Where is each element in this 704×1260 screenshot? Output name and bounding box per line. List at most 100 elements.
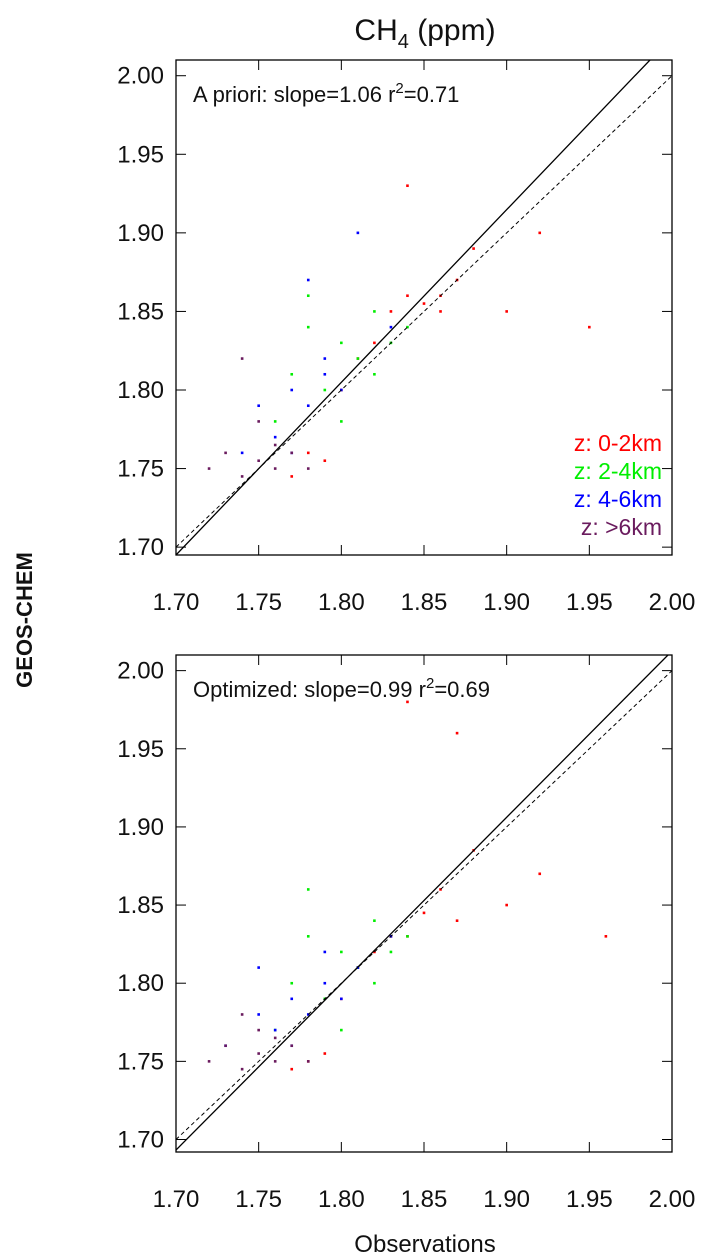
point [306, 404, 310, 408]
point [306, 467, 310, 470]
point [257, 966, 260, 969]
point [290, 372, 294, 376]
point [406, 184, 409, 188]
point [373, 341, 376, 345]
point [273, 1036, 277, 1040]
point [207, 1060, 211, 1063]
x-tick-label: 1.70 [153, 589, 200, 616]
point [422, 911, 426, 915]
point [373, 981, 376, 985]
title: CH4 (ppm) [354, 14, 495, 53]
point [290, 1044, 294, 1048]
x-tick-label: 1.75 [235, 589, 282, 616]
point [306, 278, 310, 282]
y-tick-label: 1.85 [117, 892, 164, 919]
point [505, 310, 508, 313]
x-tick-label: 1.70 [153, 1186, 200, 1213]
x-tick-label: 1.85 [401, 589, 448, 616]
annotation: A priori: slope=1.06 r2=0.71 [193, 80, 459, 107]
y-tick-label: 1.90 [117, 220, 164, 247]
point [439, 310, 442, 313]
point [240, 475, 244, 478]
point [323, 357, 327, 360]
x-tick-label: 2.00 [649, 1186, 696, 1213]
point [406, 294, 409, 298]
y-axis-label: GEOS-CHEM [12, 552, 37, 688]
point [273, 420, 277, 423]
x-tick-label: 1.95 [566, 1186, 613, 1213]
point [505, 903, 508, 907]
point [306, 451, 310, 455]
point [406, 325, 409, 329]
y-tick-label: 2.00 [117, 658, 164, 685]
point [538, 872, 542, 876]
point [538, 231, 542, 235]
point [340, 997, 343, 1001]
point [340, 388, 343, 392]
point [257, 1013, 260, 1016]
x-tick-label: 1.80 [318, 1186, 365, 1213]
point [340, 341, 343, 345]
point [455, 731, 459, 735]
point [290, 475, 294, 478]
point [240, 1013, 244, 1016]
annotation: Optimized: slope=0.99 r2=0.69 [193, 675, 490, 702]
point [257, 1052, 260, 1055]
point [290, 451, 294, 455]
point [389, 310, 393, 313]
y-tick-label: 1.75 [117, 1048, 164, 1075]
point [340, 420, 343, 423]
y-tick-label: 1.80 [117, 970, 164, 997]
point [472, 247, 475, 250]
point [224, 451, 227, 455]
point [588, 325, 591, 329]
point [373, 310, 376, 313]
y-tick-label: 1.70 [117, 534, 164, 561]
point [340, 1028, 343, 1032]
y-tick-label: 1.90 [117, 814, 164, 841]
x-tick-label: 1.95 [566, 589, 613, 616]
annotation-sup: 2 [395, 80, 403, 97]
point [422, 302, 426, 305]
point [273, 1028, 277, 1032]
point [406, 935, 409, 938]
title-sub: 4 [398, 31, 409, 53]
x-tick-label: 2.00 [649, 589, 696, 616]
point [290, 1067, 294, 1071]
y-tick-label: 1.85 [117, 298, 164, 325]
point [273, 435, 277, 439]
y-tick-label: 1.95 [117, 141, 164, 168]
annotation-rest: =0.71 [404, 82, 460, 107]
point [323, 1052, 327, 1055]
y-tick-label: 1.95 [117, 736, 164, 763]
y-tick-label: 1.70 [117, 1126, 164, 1153]
point [455, 919, 459, 922]
legend-entry: z: 0-2km [574, 430, 662, 456]
y-tick-label: 2.00 [117, 63, 164, 90]
x-tick-label: 1.75 [235, 1186, 282, 1213]
point [240, 1067, 244, 1071]
x-axis-label: Observations [354, 1231, 495, 1258]
point [306, 935, 310, 938]
y-tick-label: 1.80 [117, 377, 164, 404]
point [273, 443, 277, 447]
plot-frame [175, 654, 673, 1153]
legend-entry: z: 2-4km [574, 458, 662, 484]
point [356, 231, 360, 235]
point [373, 919, 376, 922]
title-main: CH [354, 14, 397, 47]
point [323, 388, 327, 392]
point [323, 950, 327, 954]
point [290, 997, 294, 1001]
point [240, 451, 244, 455]
annotation-text: A priori: slope=1.06 r [193, 82, 395, 107]
point [257, 1028, 260, 1032]
point [356, 357, 360, 360]
x-tick-label: 1.90 [483, 589, 530, 616]
legend-entry: z: >6km [581, 514, 662, 540]
x-tick-label: 1.90 [483, 1186, 530, 1213]
point [257, 420, 260, 423]
x-tick-label: 1.85 [401, 1186, 448, 1213]
legend-entry: z: 4-6km [574, 486, 662, 512]
